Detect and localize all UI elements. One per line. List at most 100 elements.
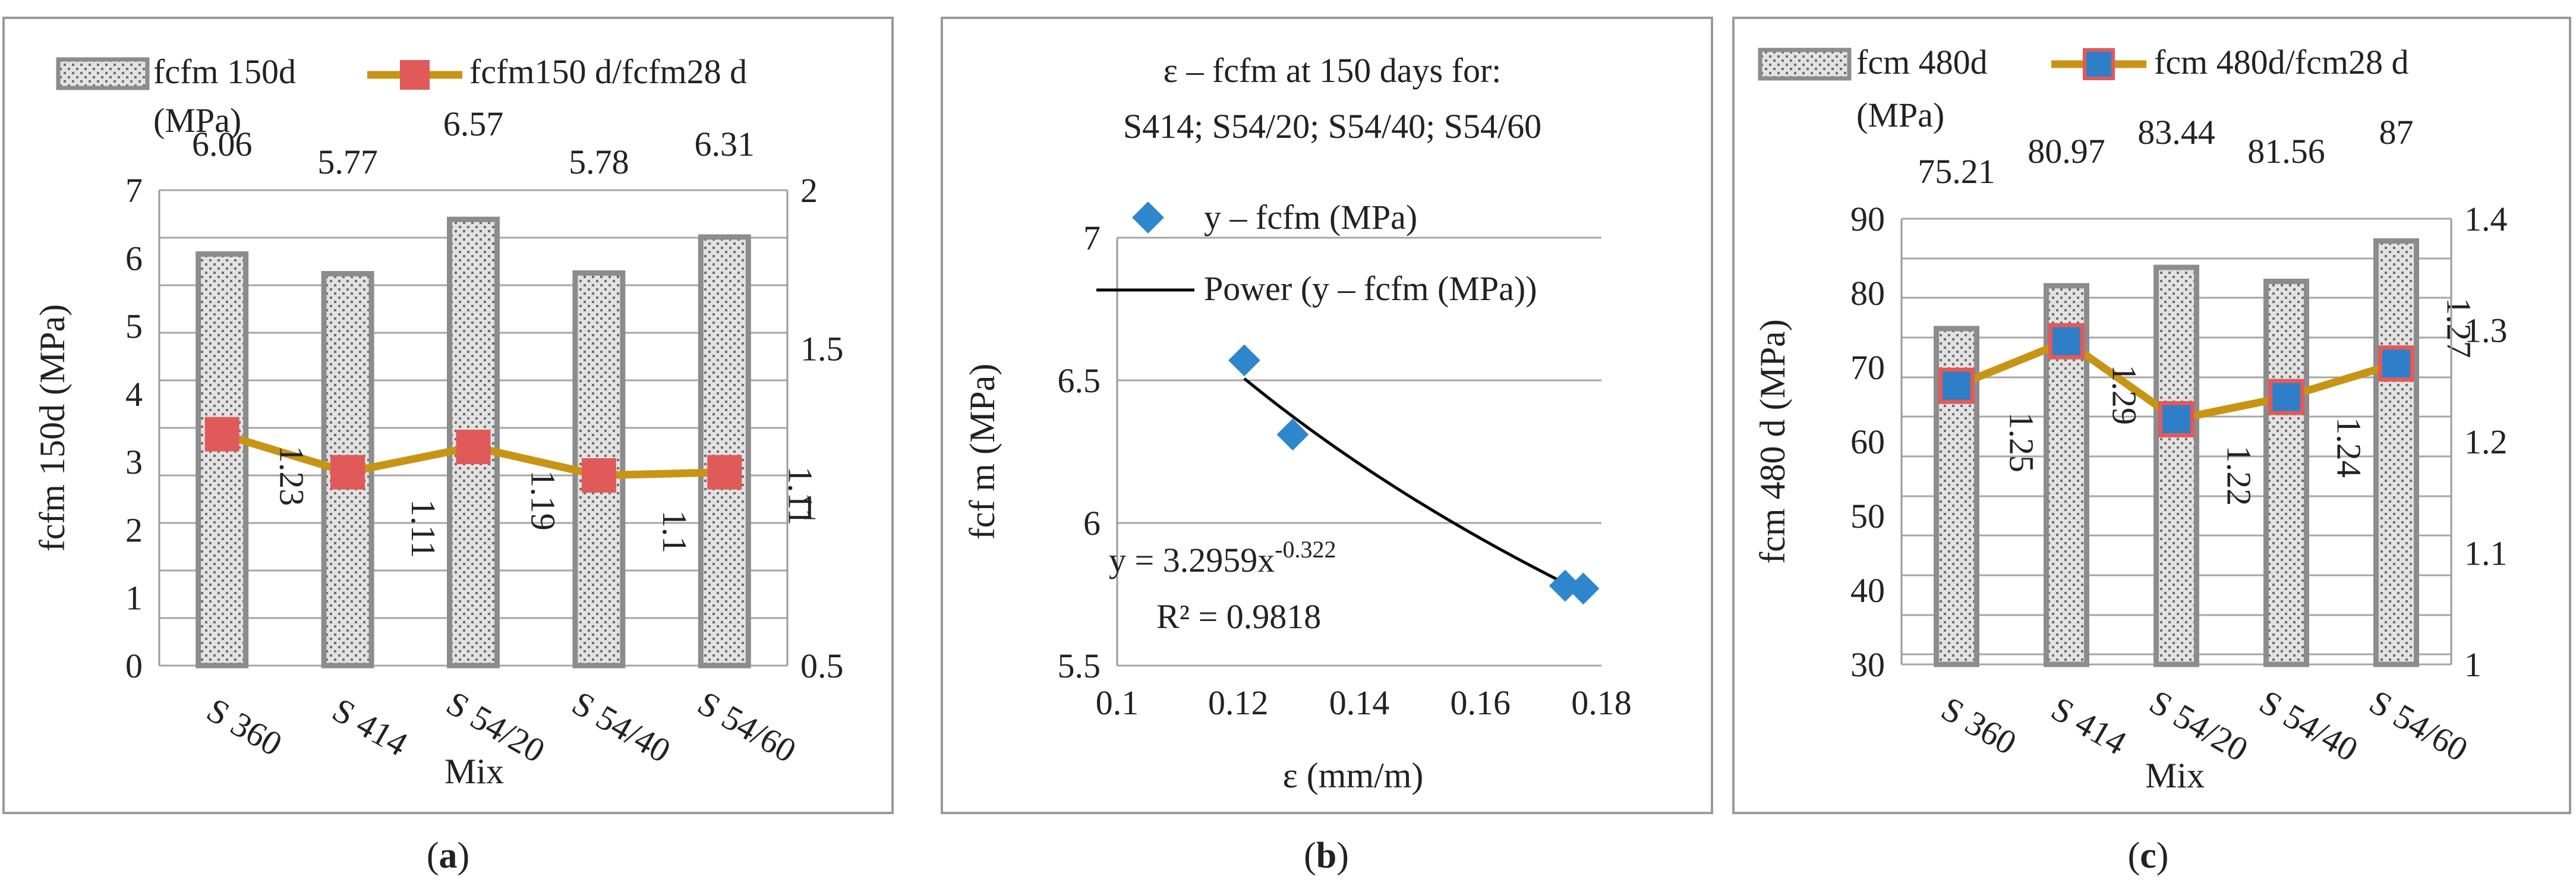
ytick-a: 1	[125, 579, 143, 617]
legend-a-bar-label: fcfm 150d	[153, 52, 296, 91]
ytick-c: 60	[1850, 423, 1885, 461]
y2tick-a: 1.5	[800, 330, 844, 368]
xtick-b: 0.14	[1329, 683, 1390, 722]
y2tick-c: 1.1	[2464, 534, 2508, 573]
marker-c-2	[2048, 323, 2085, 360]
panel-label-c: (c)	[2128, 836, 2169, 876]
y2tick-a: 0.5	[800, 647, 844, 685]
y-axis-title-b: fcf m (MPa)	[963, 364, 1002, 540]
bar-a-1	[196, 251, 249, 669]
y2tick-c: 1	[2464, 645, 2482, 684]
y2tick-a: 1	[800, 488, 818, 527]
panel-label-a: (a)	[427, 836, 469, 876]
y2tick-c: 1.2	[2464, 423, 2508, 461]
ytick-b: 6.5	[1058, 361, 1101, 400]
line-label-a-4: 1.1	[655, 510, 694, 554]
xtick-c-1: S 360	[1935, 689, 2023, 762]
points-b	[1228, 344, 1600, 605]
marker-c-3	[2158, 401, 2195, 437]
y-axis-title-c: fcm 480 d (MPa)	[1753, 319, 1792, 564]
xtick-b: 0.16	[1451, 683, 1511, 722]
markers-c	[1938, 323, 2414, 437]
marker-c-5	[2378, 345, 2414, 382]
legend-c-line-label: fcm 480d/fcm28 d	[2154, 43, 2408, 81]
ytick-a: 5	[125, 307, 143, 346]
bar-label-c-1: 75.21	[1918, 152, 1995, 191]
xtick-b: 0.12	[1208, 683, 1269, 722]
bar-label-c-2: 80.97	[2028, 132, 2105, 171]
legend-a-bar-unit: (MPa)	[153, 101, 241, 140]
y-axis-title-a: fcfm 150d (MPa)	[33, 304, 72, 552]
xtick-b: 0.18	[1571, 683, 1632, 722]
ytick-b: 7	[1083, 219, 1101, 257]
grid-b	[1117, 237, 1601, 667]
line-labels-a: 1.23 1.11 1.19 1.1 1.11	[273, 446, 820, 558]
ytick-c: 30	[1850, 645, 1885, 684]
x-axis-c: S 360 S 414 S 54/20 S 54/40 S 54/60 Mix	[1935, 682, 2474, 795]
bars-a	[196, 216, 751, 669]
bar-label-a-2: 5.77	[317, 143, 378, 181]
line-label-c-3: 1.22	[2220, 446, 2259, 506]
trend-equation-exponent: -0.322	[1275, 536, 1336, 563]
bar-label-a-1: 6.06	[192, 125, 253, 163]
marker-a-1	[204, 417, 239, 452]
xtick-c-4: S 54/40	[2253, 682, 2364, 769]
bar-labels-a: 6.06 5.77 6.57 5.78 6.31	[192, 105, 755, 181]
trend-equation-b: y = 3.2959x-0.322	[1109, 536, 1336, 579]
trend-r2-b: R² = 0.9818	[1156, 597, 1321, 636]
plot-b: 5.5 6 6.5 7 fcf m (MPa) 0.1 0.12 0.14 0.…	[963, 198, 1632, 795]
ytick-a: 7	[125, 171, 143, 210]
line-label-a-3: 1.19	[524, 470, 563, 531]
y-axis-c: 30 40 50 60 70 80 90 fcm 480 d (MPa)	[1753, 200, 1903, 684]
y-axis-b: 5.5 6 6.5 7 fcf m (MPa)	[963, 219, 1101, 685]
panel-b-frame	[941, 17, 1713, 814]
xtick-a-5: S 54/60	[691, 683, 802, 770]
x-axis-a: S 360 S 414 S 54/20 S 54/40 S 54/60 Mix	[200, 683, 802, 791]
y2tick-c: 1.4	[2464, 200, 2508, 238]
ytick-a: 6	[125, 239, 143, 278]
point-b-1	[1228, 344, 1260, 377]
panel-c: fcm 480d (MPa) fcm 480d/fcm28 d	[1732, 17, 2571, 814]
ytick-a: 2	[125, 510, 143, 549]
marker-c-4	[2268, 379, 2304, 415]
panel-b: ε – fcfm at 150 days for: S414; S54/20; …	[941, 17, 1713, 814]
panel-c-frame	[1732, 17, 2571, 814]
ytick-c: 90	[1850, 200, 1885, 238]
legend-b-series-label: y – fcfm (MPa)	[1204, 198, 1417, 237]
y-axis-a: 0 1 2 3 4 5 6 7 fcfm 150d (MPa)	[33, 171, 160, 685]
ytick-a: 4	[125, 375, 143, 414]
bar-label-c-4: 81.56	[2247, 132, 2325, 171]
markers-a	[204, 417, 742, 493]
plot-c: 75.21 80.97 83.44 81.56 87 1.25 1.29 1.2…	[1753, 113, 2508, 795]
bar-label-c-5: 87	[2379, 113, 2414, 152]
panel-a-frame	[2, 17, 894, 814]
panel-letter-a: a	[439, 836, 458, 876]
bar-c-3	[2154, 264, 2199, 667]
line-label-a-1: 1.23	[273, 446, 311, 506]
legend-b-point-swatch	[1132, 201, 1164, 234]
marker-a-3	[456, 430, 491, 464]
x-axis-title-b: ε (mm/m)	[1283, 756, 1424, 795]
legend-a-line-label: fcfm150 d/fcfm28 d	[469, 52, 747, 91]
panel-letter-c: c	[2140, 836, 2156, 876]
panel-a: fcfm 150d (MPa) fcfm150 d/fcfm28 d	[2, 17, 894, 814]
ytick-c: 50	[1850, 497, 1885, 535]
xtick-b: 0.1	[1096, 683, 1139, 722]
panel-letter-b: b	[1316, 836, 1336, 876]
legend-b: y – fcfm (MPa) Power (y – fcfm (MPa))	[1096, 198, 1537, 308]
bar-label-a-5: 6.31	[695, 125, 755, 163]
xtick-a-2: S 414	[326, 691, 414, 764]
ytick-a: 0	[125, 647, 143, 685]
legend-b-trend-label: Power (y – fcfm (MPa))	[1204, 269, 1537, 308]
trendline-b	[1243, 377, 1584, 594]
legend-c-marker-swatch	[2083, 48, 2115, 80]
x-axis-b: 0.1 0.12 0.14 0.16 0.18 ε (mm/m)	[1096, 683, 1632, 795]
legend-a-marker-swatch	[400, 60, 430, 90]
legend-c-bar-swatch	[1758, 48, 1852, 81]
line-label-a-2: 1.11	[404, 499, 443, 558]
y2-axis-a: 0.5 1 1.5 2	[786, 171, 844, 685]
xtick-a-4: S 54/40	[566, 683, 677, 770]
legend-a: fcfm 150d (MPa) fcfm150 d/fcfm28 d	[56, 52, 747, 140]
legend-c-bar-unit: (MPa)	[1856, 96, 1944, 134]
